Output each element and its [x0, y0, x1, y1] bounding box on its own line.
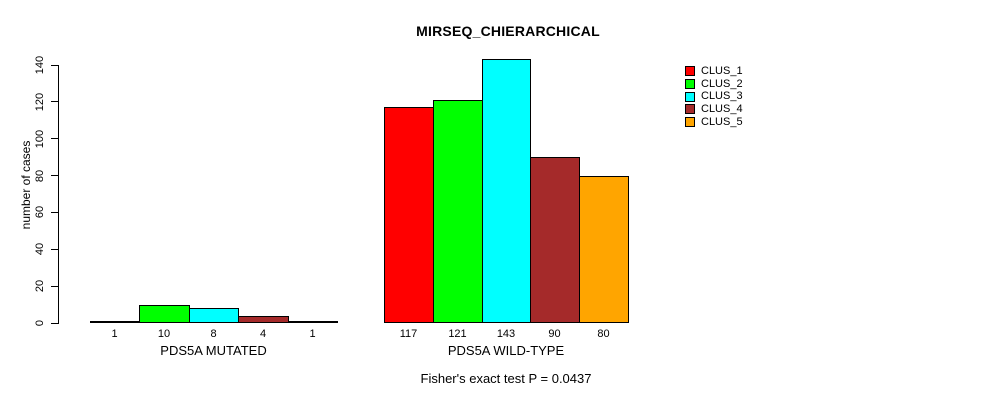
- bar-value-label: 117: [399, 328, 418, 340]
- y-tick-label: 0: [34, 319, 46, 327]
- legend-item: CLUS_3: [685, 90, 743, 103]
- group-label-mutated: PDS5A MUTATED: [160, 343, 267, 358]
- bar-clus_4: [238, 316, 289, 323]
- y-tick-label: 60: [34, 206, 46, 219]
- y-tick-label: 140: [34, 55, 46, 75]
- bar-clus_5: [288, 321, 338, 323]
- legend-label: CLUS_3: [701, 90, 743, 103]
- y-tick-label: 40: [34, 243, 46, 256]
- y-axis-title: number of cases: [19, 140, 33, 230]
- y-tick: [51, 64, 58, 66]
- chart-title: MIRSEQ_CHIERARCHICAL: [416, 23, 600, 39]
- y-tick: [51, 175, 58, 177]
- y-tick-label: 20: [34, 280, 46, 293]
- legend-label: CLUS_1: [701, 64, 743, 77]
- legend-swatch-icon: [685, 104, 695, 115]
- y-tick: [51, 285, 58, 287]
- legend: CLUS_1 CLUS_2 CLUS_3 CLUS_4 CLUS_5: [685, 65, 743, 128]
- bar-value-label: 1: [309, 328, 316, 340]
- y-tick: [51, 101, 58, 103]
- y-tick: [51, 211, 58, 213]
- legend-item: CLUS_5: [685, 116, 743, 129]
- bar-value-label: 10: [157, 328, 171, 340]
- y-tick-label: 80: [34, 169, 46, 182]
- bar-clus_1: [384, 107, 434, 323]
- bar-value-label: 80: [597, 328, 610, 340]
- y-tick-label: 100: [34, 129, 46, 148]
- bar-value-label: 121: [448, 328, 467, 340]
- bar-value-label: 1: [111, 328, 118, 340]
- legend-swatch-icon: [685, 66, 695, 77]
- legend-swatch-icon: [685, 91, 695, 102]
- legend-swatch-icon: [685, 79, 695, 90]
- bar-clus_3: [482, 59, 531, 323]
- bar-clus_2: [433, 100, 483, 323]
- bar-clus_1: [90, 321, 140, 323]
- legend-label: CLUS_5: [701, 115, 743, 128]
- bar-clus_2: [139, 305, 190, 323]
- y-tick-label: 120: [34, 92, 46, 112]
- legend-item: CLUS_2: [685, 78, 743, 91]
- legend-item: CLUS_4: [685, 103, 743, 116]
- bar-clus_3: [189, 308, 239, 323]
- y-axis-line: [58, 65, 59, 324]
- y-tick: [51, 138, 58, 140]
- legend-swatch-icon: [685, 117, 695, 128]
- y-tick: [51, 322, 58, 324]
- bar-value-label: 143: [496, 328, 516, 340]
- bar-clus_5: [579, 176, 629, 323]
- fisher-test-note: Fisher's exact test P = 0.0437: [420, 371, 592, 386]
- bar-clus_4: [530, 157, 580, 323]
- bar-value-label: 4: [259, 328, 267, 340]
- y-tick: [51, 248, 58, 250]
- legend-label: CLUS_4: [701, 102, 743, 115]
- group-label-wild-type: PDS5A WILD-TYPE: [447, 343, 565, 358]
- legend-item: CLUS_1: [685, 65, 743, 78]
- bar-value-label: 8: [210, 328, 217, 340]
- legend-label: CLUS_2: [701, 77, 743, 90]
- bar-value-label: 90: [548, 328, 561, 340]
